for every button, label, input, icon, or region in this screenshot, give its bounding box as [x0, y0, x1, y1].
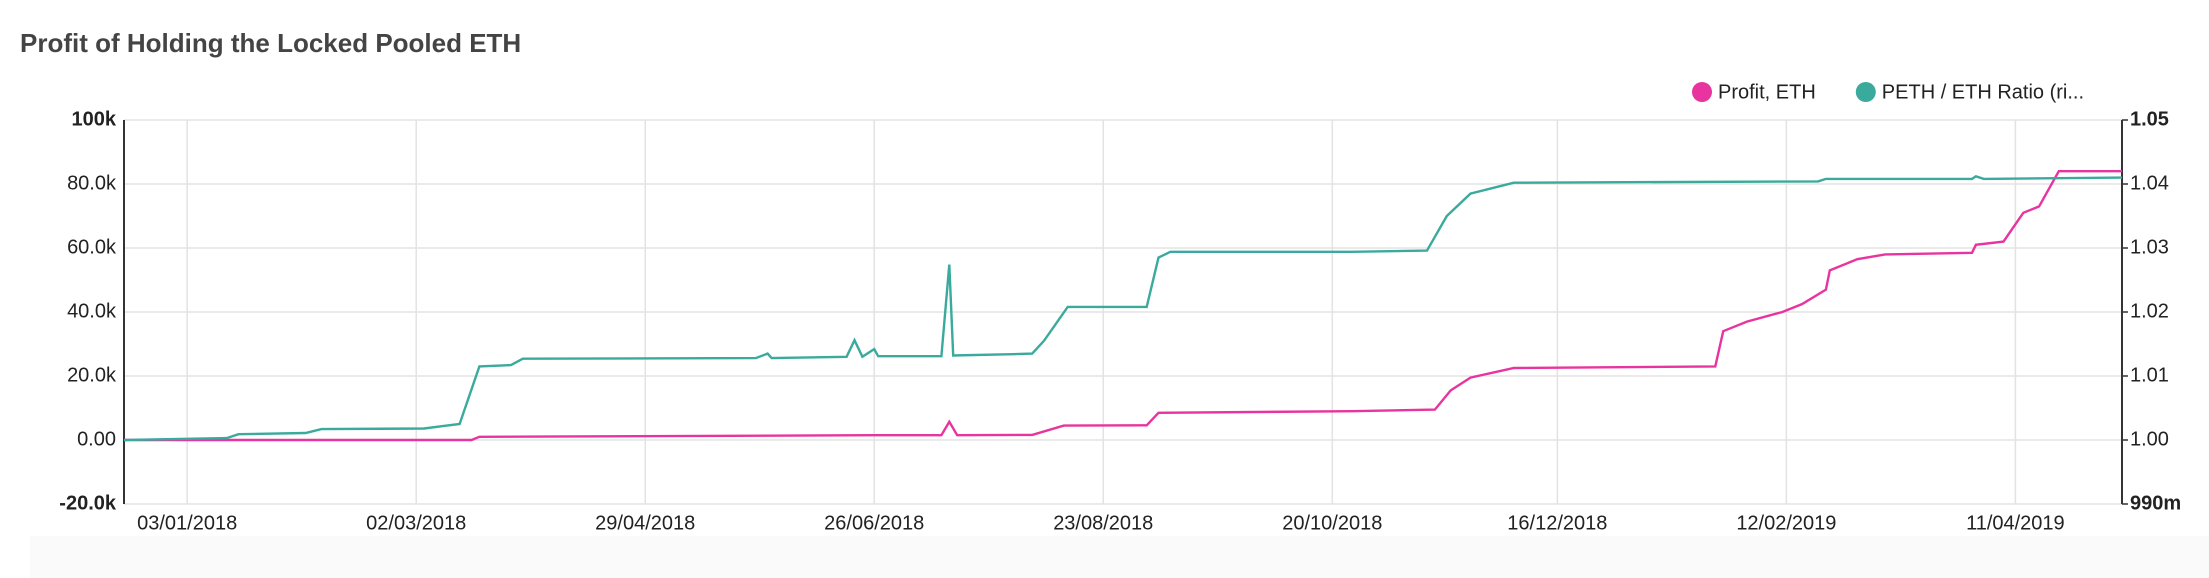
y-tick-label: 100k [72, 108, 117, 130]
y2-tick-label: 1.03 [2130, 236, 2169, 258]
x-tick-label: 20/10/2018 [1282, 512, 1382, 534]
series-line [124, 170, 2122, 442]
y2-tick-label: 1.05 [2130, 108, 2169, 130]
x-tick-label: 03/01/2018 [137, 512, 237, 534]
y-tick-label: 80.0k [67, 172, 117, 194]
y-tick-label: 20.0k [67, 364, 117, 386]
chart-title: Profit of Holding the Locked Pooled ETH [20, 28, 521, 58]
x-tick-label: 16/12/2018 [1507, 512, 1607, 534]
x-tick-label: 26/06/2018 [824, 512, 924, 534]
legend-marker [1692, 82, 1712, 102]
footer-band [30, 536, 2209, 578]
series-line [123, 174, 2123, 442]
y2-tick-label: 1.02 [2130, 300, 2169, 322]
y2-tick-label: 1.00 [2130, 428, 2169, 450]
y-tick-label: -20.0k [59, 492, 117, 514]
y-tick-label: 60.0k [67, 236, 117, 258]
x-tick-label: 02/03/2018 [366, 512, 466, 534]
x-tick-label: 11/04/2019 [1966, 512, 2065, 534]
x-tick-label: 29/04/2018 [595, 512, 695, 534]
x-tick-label: 12/02/2019 [1736, 512, 1836, 534]
legend-marker [1855, 82, 1876, 102]
y2-tick-label: 990m [2130, 492, 2181, 514]
legend-label: Profit, ETH [1718, 81, 1816, 103]
x-tick-label: 23/08/2018 [1053, 512, 1153, 534]
y2-tick-label: 1.04 [2130, 172, 2169, 194]
legend-label: PETH / ETH Ratio (ri... [1882, 81, 2084, 103]
y-tick-label: 0.00 [77, 428, 116, 450]
y-tick-label: 40.0k [67, 300, 117, 322]
y2-tick-label: 1.01 [2130, 364, 2169, 386]
